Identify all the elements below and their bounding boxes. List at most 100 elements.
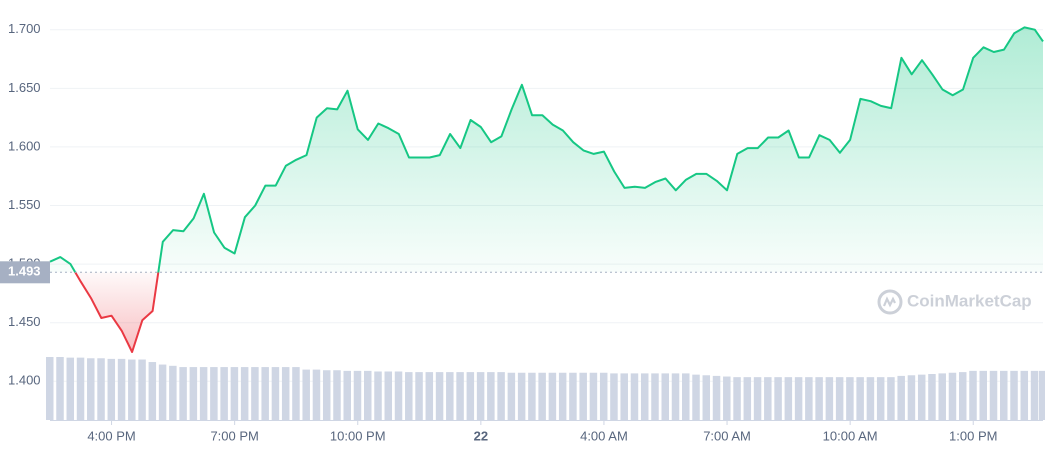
volume-bar [322,370,331,420]
watermark-logo-mark [882,296,896,308]
volume-bar [979,370,988,420]
volume-bar [825,377,834,420]
volume-bar [969,370,977,420]
volume-bar [158,364,167,420]
volume-bar [794,377,803,420]
volume-bar [261,367,269,420]
volume-bar [179,367,187,420]
volume-bar [97,358,105,420]
volume-bar [435,372,444,420]
volume-bar [846,377,854,420]
volume-bar [1030,370,1039,420]
volume-bar [251,367,259,420]
volume-bar [169,365,177,420]
x-tick-label: 1:00 PM [949,428,997,443]
volume-bar [907,375,916,420]
volume-bar [46,357,54,420]
volume-bar [753,377,762,420]
x-tick-label: 22 [474,428,488,443]
x-tick-label: 10:00 PM [330,428,386,443]
volume-bar [712,375,721,420]
volume-bar [989,370,998,420]
line [49,26,1044,353]
volume-bar [764,377,772,420]
y-tick-label: 1.700 [8,21,41,36]
volume-bar [774,377,782,420]
volume-bar [466,372,475,420]
y-tick-label: 1.650 [8,80,41,95]
volume-bar [702,375,711,420]
volume-bar [1039,370,1045,420]
volume-bar [538,372,546,420]
volume-bar [446,372,454,420]
price-area [50,27,1043,353]
volume-bar [66,357,75,420]
volume-bar [302,369,310,420]
volume-bar [528,372,536,420]
x-tick-label: 7:00 PM [210,428,258,443]
volume-bar [230,367,239,420]
x-tick-label: 10:00 AM [823,428,878,443]
volume-bar [497,372,505,420]
volume-bar [425,372,434,420]
y-tick-label: 1.600 [8,138,41,153]
volume-bar [384,371,393,420]
y-tick-label: 1.400 [8,373,41,388]
volume-bar [620,373,628,420]
volume-bar [917,374,926,420]
volume-bar [569,372,577,420]
volume-bar [958,372,967,420]
volume-bar [138,359,146,420]
volume-bar [87,358,95,420]
x-tick-label: 7:00 AM [703,428,751,443]
volume-bar [651,373,659,420]
volume-bar [271,367,280,420]
volume-bar [610,373,618,420]
labels: 1.4001.4501.5001.5501.6001.6501.7004:00 … [0,21,997,443]
volume-bar [117,358,126,420]
volume-bar [189,367,198,420]
volume-bar [815,377,823,420]
volume-bar [805,377,813,420]
volume-bar [743,377,752,420]
volume-bar [148,362,157,420]
volume-bar [210,367,218,420]
volume-bar [107,358,116,420]
watermark-text: CoinMarketCap [907,291,1032,310]
volume-bar [876,377,885,420]
volume-bar [456,372,464,420]
volume-bar [476,372,485,420]
volume-bar [589,372,598,420]
volume-bar [866,377,875,420]
volume-bar [487,372,495,420]
volume-bar [733,377,741,420]
baseline-label-box [0,261,50,284]
volume-bar [784,377,793,420]
volume-bar [548,372,557,420]
volume-bar [292,367,300,420]
price-line [49,26,1044,353]
baseline-label: 1.493 [8,264,41,279]
volume-bar [630,373,639,420]
volume-bar [394,371,403,420]
volume-bar [364,370,372,420]
volume-bar [405,372,413,420]
volume-bar [333,370,341,420]
volume-bar [692,374,700,420]
volume-bar [897,375,905,420]
x-tick-label: 4:00 PM [87,428,135,443]
volume-bar [220,367,228,420]
y-tick-label: 1.450 [8,314,41,329]
volume-bar [240,367,249,420]
volume-bar [640,373,649,420]
volume-bar [353,370,362,420]
volume-bar [415,372,423,420]
area [50,27,1043,353]
volume-bar [948,372,957,420]
volume-bar [199,367,208,420]
volume-bar [671,373,680,420]
volume-bar [343,370,351,420]
watermark: CoinMarketCap [877,289,1032,315]
